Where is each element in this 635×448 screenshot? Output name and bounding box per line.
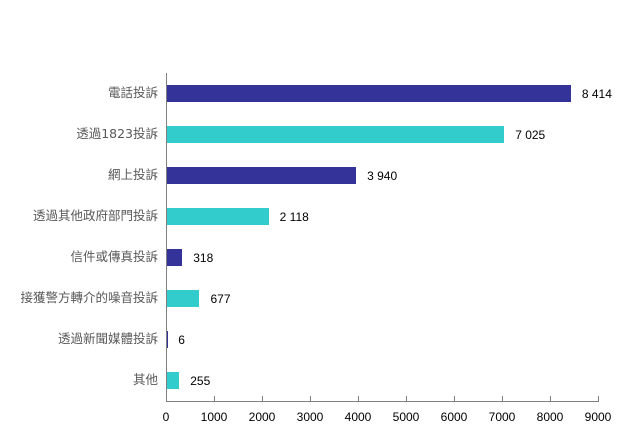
bar xyxy=(167,249,183,266)
category-label: 透過新聞媒體投訴 xyxy=(57,331,158,346)
x-tick-label: 7000 xyxy=(488,410,516,424)
x-tick-label: 0 xyxy=(162,410,170,424)
x-tick-mark xyxy=(310,396,311,401)
x-tick-mark xyxy=(262,396,263,401)
x-tick-label: 1000 xyxy=(200,410,228,424)
category-label: 信件或傳真投訴 xyxy=(70,249,158,264)
value-label: 3 940 xyxy=(367,169,398,183)
x-tick-label: 5000 xyxy=(392,410,420,424)
x-tick-mark xyxy=(358,396,359,401)
category-label: 接獲警方轉介的噪音投訴 xyxy=(20,290,158,305)
category-label: 透過其他政府部門投訴 xyxy=(32,208,158,223)
x-tick-mark xyxy=(406,396,407,401)
bar xyxy=(167,372,180,389)
x-tick-label: 8000 xyxy=(536,410,564,424)
value-label: 6 xyxy=(178,333,185,347)
x-tick-label: 3000 xyxy=(296,410,324,424)
x-tick-mark xyxy=(214,396,215,401)
value-label: 2 118 xyxy=(279,210,309,224)
x-axis-line xyxy=(166,401,599,402)
category-label: 透過1823投訴 xyxy=(76,126,158,141)
y-axis-line xyxy=(166,73,167,402)
bar xyxy=(167,208,269,225)
x-tick-label: 6000 xyxy=(440,410,468,424)
value-label: 7 025 xyxy=(515,128,546,142)
value-label: 318 xyxy=(193,251,214,265)
category-label: 其他 xyxy=(132,372,158,387)
value-label: 255 xyxy=(190,374,211,388)
bar xyxy=(167,290,200,307)
value-label: 8 414 xyxy=(581,87,612,101)
x-tick-mark xyxy=(598,396,599,401)
x-tick-mark xyxy=(550,396,551,401)
bar xyxy=(167,126,505,143)
x-tick-label: 9000 xyxy=(584,410,612,424)
category-label: 網上投訴 xyxy=(107,167,158,182)
bar xyxy=(167,85,571,102)
x-tick-label: 2000 xyxy=(248,410,276,424)
category-label: 電話投訴 xyxy=(107,85,158,100)
x-tick-mark xyxy=(502,396,503,401)
bar xyxy=(167,167,357,184)
x-tick-mark xyxy=(454,396,455,401)
value-label: 677 xyxy=(210,292,231,306)
x-tick-label: 4000 xyxy=(344,410,372,424)
